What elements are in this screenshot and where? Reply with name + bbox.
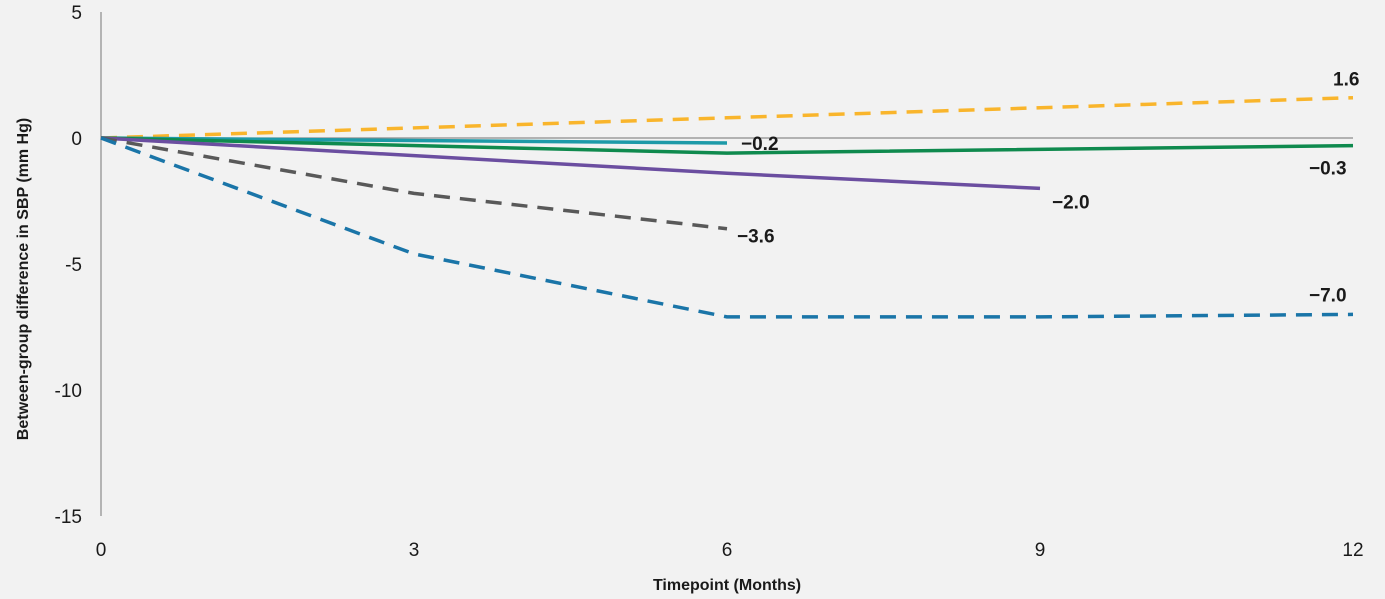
series-end-label: −3.6	[737, 227, 775, 248]
series-line	[100, 95, 1354, 140]
series-end-label: −2.0	[1052, 192, 1090, 213]
y-tick-label: -5	[65, 255, 82, 276]
x-tick-label: 3	[409, 540, 420, 561]
x-tick-label: 6	[722, 540, 733, 561]
series-line	[100, 136, 1354, 155]
y-tick-label: -10	[55, 381, 82, 402]
series-end-label: −0.3	[1309, 159, 1347, 180]
series-line	[100, 136, 1354, 319]
y-tick-label: -15	[55, 507, 82, 528]
chart-axes	[100, 12, 1353, 516]
series-end-label: −7.0	[1309, 285, 1347, 306]
y-axis-title: Between-group difference in SBP (mm Hg)	[15, 118, 32, 440]
tick-labels: 5 0 -5 -10 -15 0 3 6 9 12	[55, 3, 1364, 561]
series-end-label: −0.2	[741, 134, 779, 155]
series-line	[100, 136, 1041, 191]
x-tick-label: 9	[1035, 540, 1046, 561]
data-labels: 1.6 −0.2 −0.3 −2.0 −3.6 −7.0	[737, 70, 1359, 307]
chart-series	[100, 95, 1354, 319]
x-axis-title: Timepoint (Months)	[653, 577, 801, 594]
y-tick-label: 5	[71, 3, 82, 24]
x-tick-label: 12	[1342, 540, 1363, 561]
series-end-label: 1.6	[1333, 70, 1359, 91]
series-line	[100, 136, 728, 231]
y-tick-label: 0	[71, 129, 82, 150]
x-tick-label: 0	[96, 540, 107, 561]
